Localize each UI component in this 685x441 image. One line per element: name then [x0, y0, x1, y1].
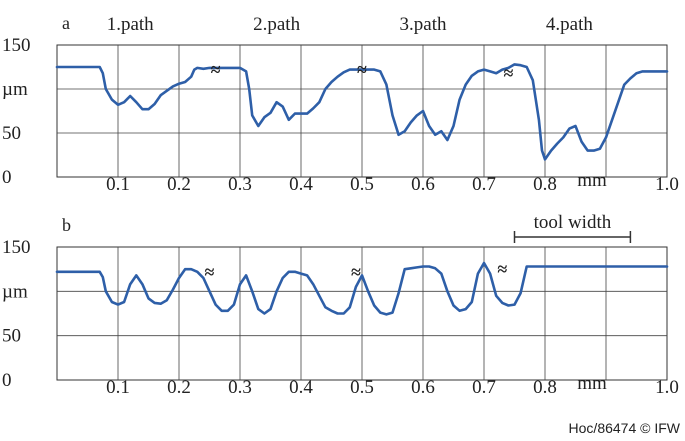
x-tick-label: 1.0: [655, 174, 679, 195]
panel-b: 0.1 0.2 0.3 0.4 0.5 0.6 0.7 0.8 1.0 mm 150 50 0 µm b to…: [2, 212, 679, 398]
x-tick-label: 0.4: [289, 174, 313, 195]
y-tick-label: 50: [2, 326, 21, 347]
x-tick-label: 0.6: [411, 377, 435, 398]
x-tick-label: 0.5: [350, 377, 374, 398]
panel-label: b: [62, 215, 71, 235]
x-tick-label: 0.3: [228, 377, 252, 398]
x-tick-label: 0.7: [472, 174, 496, 195]
path-label: 3.path: [400, 14, 447, 35]
path-label: 1.path: [107, 14, 154, 35]
x-tick-label: 0.6: [411, 174, 435, 195]
x-tick-label: 0.2: [167, 377, 191, 398]
x-tick-label: 0.8: [533, 377, 557, 398]
x-tick-label: 0.2: [167, 174, 191, 195]
x-tick-label: 1.0: [655, 377, 679, 398]
break-mark: ≈: [211, 60, 221, 80]
x-tick-label: 0.7: [472, 377, 496, 398]
x-tick-label: 0.8: [533, 174, 557, 195]
break-mark: ≈: [351, 262, 361, 282]
y-tick-label: 0: [2, 167, 12, 188]
x-tick-label: 0.4: [289, 377, 313, 398]
y-tick-label: 50: [2, 123, 21, 144]
break-mark: ≈: [497, 259, 507, 279]
panel-label: a: [62, 13, 70, 33]
x-tick-label: 0.5: [350, 174, 374, 195]
break-mark: ≈: [205, 262, 215, 282]
x-unit-label: mm: [577, 170, 607, 191]
panel-a: 0.1 0.2 0.3 0.4 0.5 0.6 0.7 0.8 1.0 mm 150 50 0 µm a 1.…: [2, 13, 679, 195]
y-unit-label: µm: [2, 79, 28, 100]
y-tick-label: 0: [2, 370, 12, 391]
y-tick-label: 150: [2, 237, 31, 258]
x-tick-label: 0.1: [106, 174, 130, 195]
x-tick-label: 0.1: [106, 377, 130, 398]
tool-width-label: tool width: [534, 212, 612, 233]
path-label: 2.path: [253, 14, 300, 35]
profile-line: [55, 63, 669, 161]
break-mark: ≈: [503, 63, 513, 83]
x-unit-label: mm: [577, 373, 607, 394]
x-tick-label: 0.3: [228, 174, 252, 195]
credit-text: Hoc/86474 © IFW: [569, 420, 681, 436]
y-unit-label: µm: [2, 281, 28, 302]
break-mark: ≈: [357, 60, 367, 80]
profile-line: [55, 261, 669, 316]
path-label: 4.path: [546, 14, 593, 35]
y-tick-label: 150: [2, 35, 31, 56]
